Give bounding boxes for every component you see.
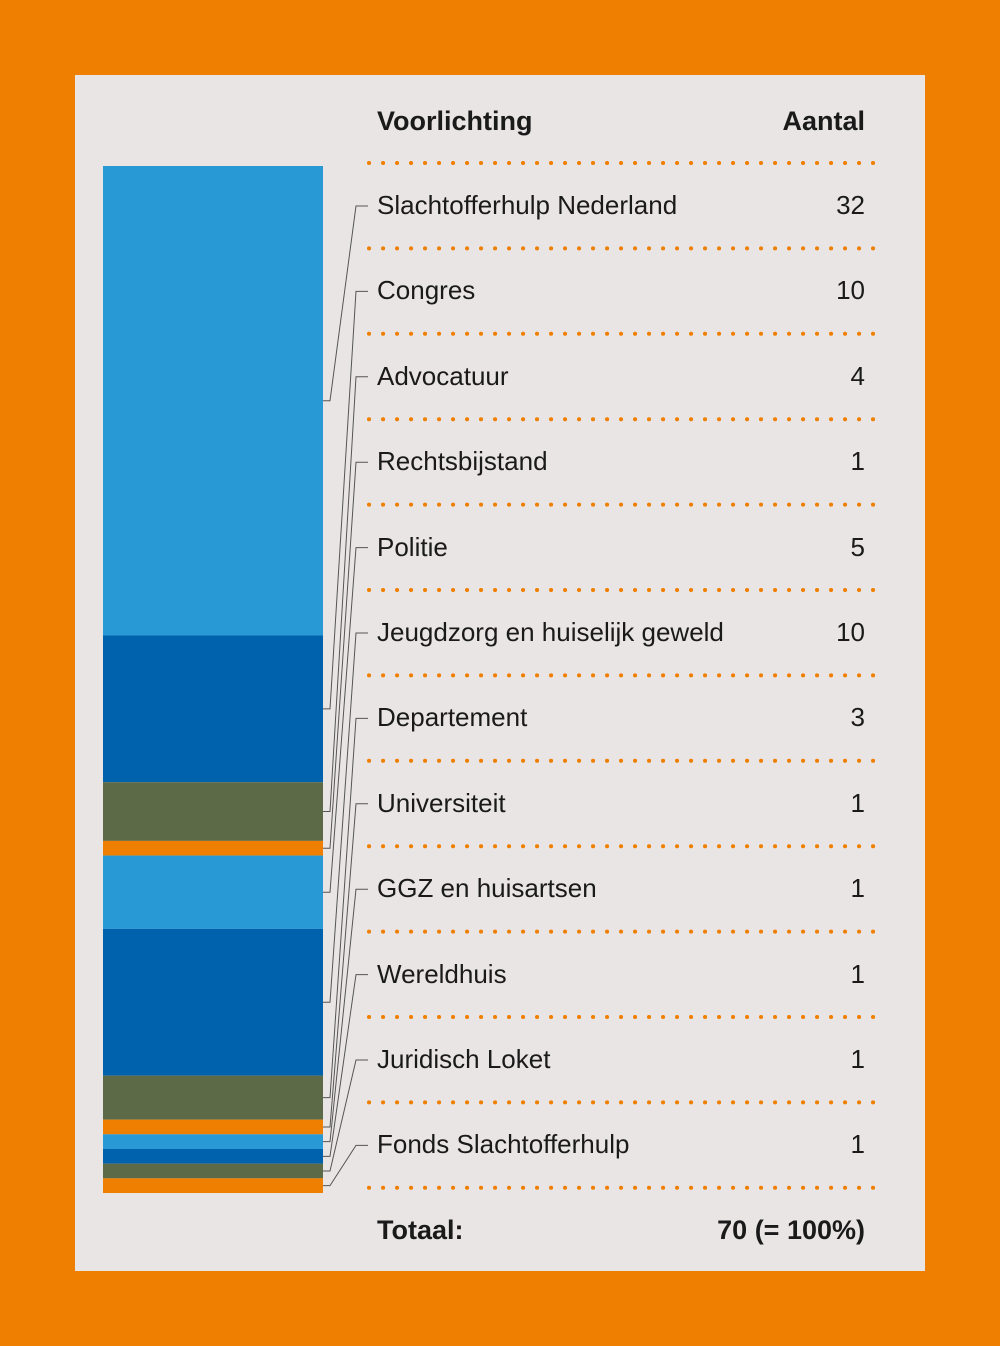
bar-segment — [103, 1148, 323, 1164]
connector-line — [323, 888, 368, 1143]
connector-line — [323, 717, 368, 1099]
category-value: 1 — [850, 1129, 865, 1160]
bar-segment — [103, 782, 323, 841]
category-label: Juridisch Loket — [377, 1044, 551, 1074]
total-label: Totaal: — [377, 1215, 464, 1245]
category-value: 1 — [850, 958, 865, 989]
category-label: Jeugdzorg en huiselijk geweld — [377, 617, 724, 647]
category-value: 4 — [850, 360, 865, 391]
category-label: Wereldhuis — [377, 958, 507, 989]
connector-line — [323, 461, 368, 849]
connector-line — [323, 205, 368, 402]
category-value: 1 — [850, 1044, 865, 1074]
bar-segment — [103, 1075, 323, 1120]
category-label: GGZ en huisartsen — [377, 873, 597, 904]
connector-line — [323, 974, 368, 1157]
bar-segment — [103, 1134, 323, 1149]
bar-segment — [103, 840, 323, 856]
category-value: 5 — [850, 531, 865, 562]
category-value: 1 — [850, 787, 865, 818]
header-category: Voorlichting — [377, 106, 533, 136]
connector-line — [323, 1144, 368, 1187]
category-label: Slachtofferhulp Nederland — [377, 190, 678, 220]
category-label: Congres — [377, 275, 476, 306]
category-label: Politie — [377, 531, 448, 562]
category-label: Fonds Slachtofferhulp — [377, 1129, 630, 1160]
bar-segment — [103, 166, 323, 636]
connector-line — [323, 376, 368, 813]
bar-segment — [103, 1119, 323, 1135]
category-value: 10 — [836, 617, 865, 647]
category-label: Departement — [377, 702, 528, 733]
connector-line — [323, 632, 368, 1003]
category-value: 1 — [850, 446, 865, 477]
bar-segment — [103, 855, 323, 929]
connector-line — [323, 290, 368, 710]
category-label: Rechtsbijstand — [377, 446, 548, 477]
category-value: 32 — [836, 190, 865, 220]
connector-line — [323, 1059, 368, 1172]
bar-segment — [103, 1178, 323, 1193]
bar-segment — [103, 928, 323, 1076]
connector-line — [323, 803, 368, 1128]
total-value: 70 (= 100%) — [717, 1215, 865, 1245]
header-value: Aantal — [782, 106, 865, 136]
bar-segment — [103, 1163, 323, 1179]
category-value: 10 — [836, 275, 865, 306]
category-value: 3 — [850, 702, 865, 733]
category-label: Advocatuur — [377, 360, 509, 391]
category-label: Universiteit — [377, 787, 506, 818]
category-value: 1 — [850, 873, 865, 904]
bar-segment — [103, 635, 323, 783]
connector-line — [323, 547, 368, 893]
